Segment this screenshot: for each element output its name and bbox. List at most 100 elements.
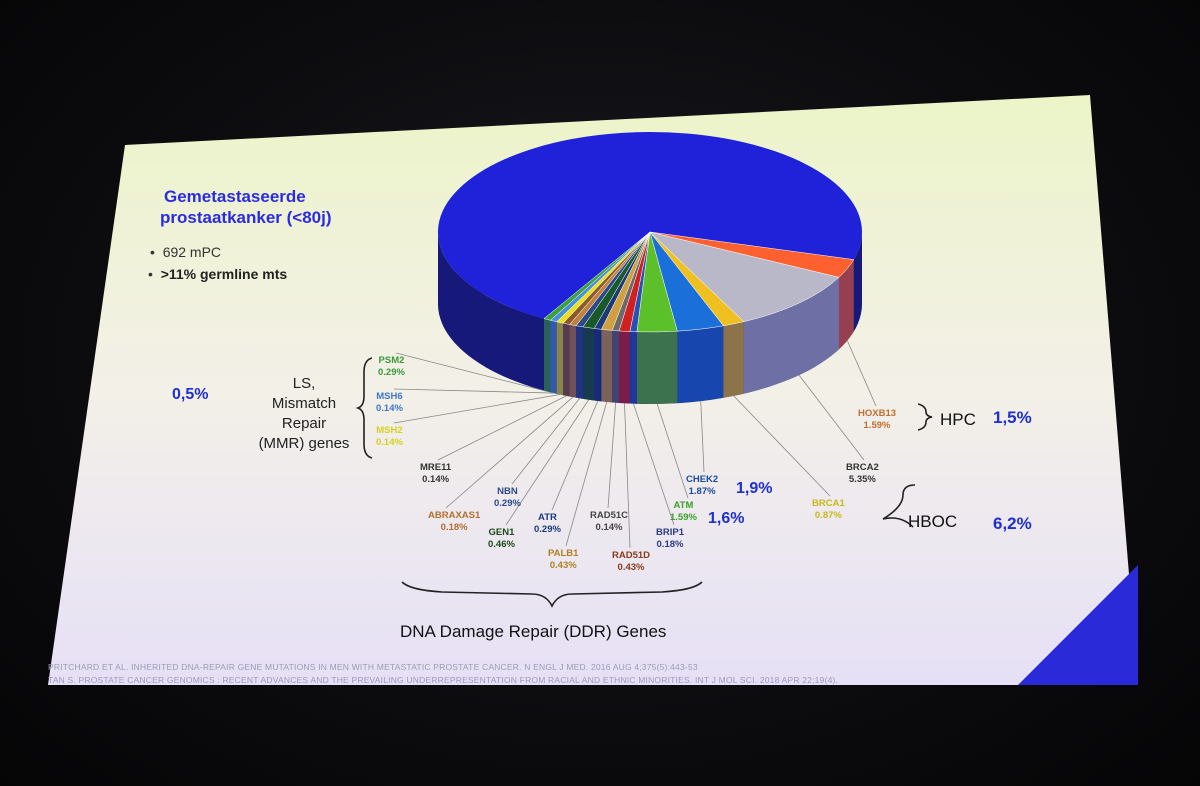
gene-percentage: 0.14% [376,403,403,414]
gene-label-gen1: GEN1 0.46% [488,527,515,551]
hpc-bracket [917,403,933,431]
source-citation-2: TAN S. PROSTATE CANCER GENOMICS : RECENT… [48,675,839,685]
gene-label-rad51c: RAD51C 0.14% [590,510,628,534]
gene-percentage: 1.59% [863,420,891,431]
hpc-label: HPC [940,410,976,429]
pie-slice-side-psm2 [544,318,551,393]
gene-label-palb1: PALB1 0.43% [548,548,578,572]
gene-label-atr: ATR 0.29% [534,512,561,536]
gene-name: MRE11 [420,462,452,473]
gene-label-atm: ATM 1.59% [670,500,697,524]
gene-name: PALB1 [548,548,579,559]
hboc-percentage: 6,2% [993,514,1032,533]
gene-percentage: 0.87% [814,510,842,521]
pie-slice-side-hoxb13 [838,259,854,350]
pie-slice-side-rad51d [619,330,630,404]
leader-lines [393,340,877,549]
gene-percentage: 0.29% [378,367,405,378]
pie-slice-side-atr [594,328,602,402]
leader-line-chek2 [700,401,705,473]
gene-name: BRCA2 [846,462,879,473]
gene-percentage: 0.29% [534,524,561,535]
gene-label-mre11: MRE11 0.14% [420,462,451,486]
pie-slice-hoxb13 [649,231,855,278]
gene-name: NBN [497,486,518,497]
pie-slice-side-brip1 [629,331,637,404]
bullet-item: • >11% germline mts [148,266,288,282]
gene-label-brca1: BRCA1 0.87% [812,498,845,522]
mmr-group-label: LS, Mismatch Repair (MMR) genes [244,374,364,454]
gene-percentage: 0.18% [656,539,684,550]
gene-percentage: 1.59% [670,512,697,523]
pie-slice-side-chek2 [677,325,724,404]
hboc-bracket [882,484,916,528]
leader-line-abraxas1 [445,396,574,509]
mmr-label-line: (MMR) genes [258,435,350,452]
bullet-item: • 692 mPC [150,244,222,260]
gene-name: CHEK2 [686,474,719,485]
pie-slice-remainder [437,132,862,319]
pie-slice-side-nbn [576,325,584,399]
mmr-bracket [355,357,373,459]
gene-label-abraxas1: ABRAXAS1 0.18% [428,510,480,534]
leader-line-brca2 [798,374,865,461]
gene-percentage: 0.18% [440,522,468,533]
leader-line-nbn [511,398,580,485]
gene-percentage: 0.46% [488,539,515,550]
gene-name: BRIP1 [656,527,684,538]
pie-slice-side-mre11 [563,323,570,397]
gene-percentage: 0.14% [376,437,403,448]
leader-line-atm [656,403,689,499]
gene-name: RAD51C [590,510,629,521]
hpc-percentage: 1,5% [993,408,1032,427]
pie-slice-side-abraxas1 [569,324,577,398]
gene-name: GEN1 [488,527,515,538]
pie-slice-side-rad51c [612,330,620,403]
ddr-group-label: DNA Damage Repair (DDR) Genes [400,622,667,641]
pie-slice-side-atm [636,331,678,404]
mmr-label-line: LS, [292,375,316,392]
pie-slice-side-brca2 [743,277,839,394]
gene-label-chek2: CHEK2 1.87% [686,474,718,498]
bullet-text: >11% germline mts [160,266,288,282]
mmr-percentage: 0,5% [172,386,209,403]
leader-line-atr [551,400,599,511]
mmr-label-line: Repair [281,415,327,432]
gene-name: MSH2 [376,425,403,436]
ddr-bracket [401,581,703,608]
leader-line-hoxb13 [846,340,877,407]
title-line-2: prostaatkanker (<80j) [160,208,332,227]
pie-slice-side-gen1 [583,326,595,401]
pie-top-face [437,132,862,333]
gene-label-brip1: BRIP1 0.18% [656,527,684,551]
gene-label-msh2: MSH2 0.14% [376,425,403,449]
gene-label-msh6: MSH6 0.14% [376,391,403,415]
atm-group-percentage: 1,6% [708,510,745,527]
gene-name: RAD51D [612,550,651,561]
leader-line-psm2 [395,352,548,392]
leader-line-msh6 [393,388,554,394]
gene-percentage: 0.43% [549,560,577,571]
gene-name: ABRAXAS1 [428,510,481,521]
leader-line-brca1 [733,395,831,497]
gene-percentage: 0.43% [617,562,645,573]
mmr-label-line: Mismatch [271,395,337,412]
pie-slice-side-brca1 [723,321,744,398]
hboc-label: HBOC [908,512,958,531]
pie-slice-side-palb1 [601,329,613,403]
pie-side-wall [438,232,862,404]
leader-line-rad51d [624,403,631,549]
gene-percentage: 0.14% [595,522,623,533]
gene-label-rad51d: RAD51D 0.43% [612,550,650,574]
gene-name: ATR [538,512,557,523]
gene-percentage: 1.87% [688,486,716,497]
gene-percentage: 0.14% [422,474,450,485]
gene-label-brca2: BRCA2 5.35% [846,462,879,486]
gene-name: BRCA1 [812,498,845,509]
gene-label-psm2: PSM2 0.29% [378,355,405,379]
leader-line-mre11 [437,395,567,461]
chek2-group-percentage: 1,9% [736,480,773,497]
group-brackets [355,357,933,608]
pie-slice-brca2 [649,231,840,322]
